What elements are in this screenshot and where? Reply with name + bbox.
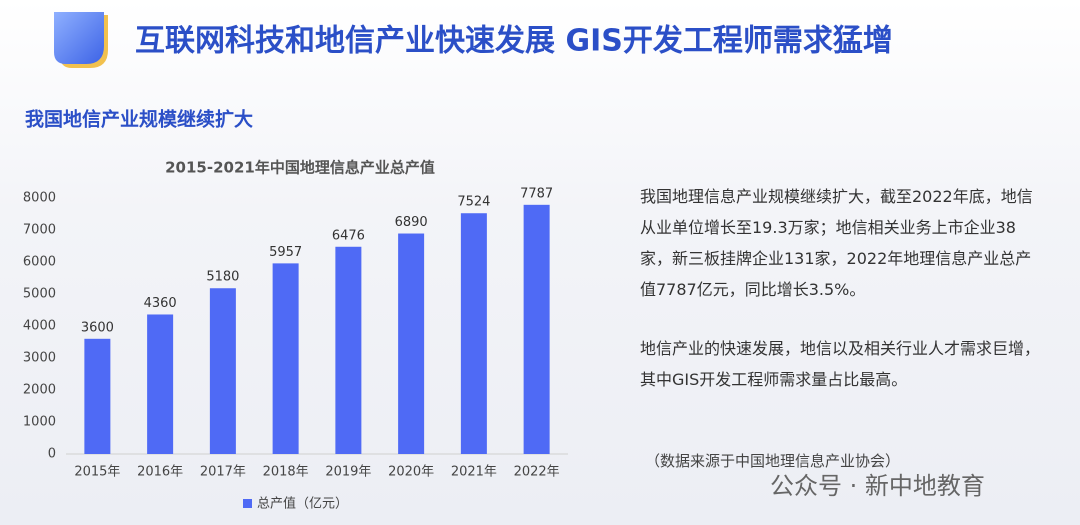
y-tick-label: 3000 xyxy=(23,351,56,366)
y-tick-label: 5000 xyxy=(23,287,56,302)
data-label: 4360 xyxy=(144,296,177,311)
y-tick-label: 4000 xyxy=(23,319,56,334)
data-label: 6890 xyxy=(395,215,428,230)
bar xyxy=(147,314,174,454)
paragraph: 我国地理信息产业规模继续扩大，截至2022年底，地信从业单位增长至19.3万家；… xyxy=(640,187,1033,299)
data-label: 5957 xyxy=(269,245,302,260)
data-label: 5180 xyxy=(206,270,239,285)
icon xyxy=(54,12,104,64)
x-tick-label: 2015年 xyxy=(74,465,120,480)
bar xyxy=(272,263,299,454)
data-label: 7524 xyxy=(457,195,490,210)
data-label: 3600 xyxy=(81,320,114,335)
y-tick-label: 8000 xyxy=(23,191,56,206)
chart-title: 2015-2021年中国地理信息产业总产值 xyxy=(165,159,435,177)
watermark: 公众号 · 新中地教育 xyxy=(770,472,985,500)
x-tick-label: 2018年 xyxy=(263,465,309,480)
bar xyxy=(335,246,362,454)
data-label: 7787 xyxy=(520,186,553,201)
paragraph: 地信产业的快速发展，地信以及相关行业人才需求巨增，其中GIS开发工程师需求量占比… xyxy=(640,339,1041,389)
bar xyxy=(460,213,487,454)
slide-title: 互联网科技和地信产业快速发展 GIS开发工程师需求猛增 xyxy=(135,24,893,59)
x-tick-label: 2017年 xyxy=(200,465,246,480)
y-tick-label: 7000 xyxy=(23,223,56,238)
legend-swatch xyxy=(243,499,252,508)
y-tick-label: 6000 xyxy=(23,255,56,270)
subtitle: 我国地信产业规模继续扩大 xyxy=(25,108,253,131)
data-label: 6476 xyxy=(332,228,365,243)
x-tick-label: 2021年 xyxy=(451,465,497,480)
y-tick-label: 2000 xyxy=(23,383,56,398)
bar xyxy=(398,233,425,454)
legend-label: 总产值（亿元） xyxy=(257,496,348,512)
x-tick-label: 2016年 xyxy=(137,465,183,480)
bar xyxy=(209,288,236,454)
source: （数据来源于中国地理信息产业协会） xyxy=(645,452,901,470)
bar xyxy=(523,204,550,454)
x-tick-label: 2022年 xyxy=(514,465,560,480)
x-tick-label: 2020年 xyxy=(388,465,434,480)
y-tick-label: 0 xyxy=(48,447,56,462)
x-tick-label: 2019年 xyxy=(325,465,371,480)
bar xyxy=(84,338,111,454)
y-tick-label: 1000 xyxy=(23,415,56,430)
